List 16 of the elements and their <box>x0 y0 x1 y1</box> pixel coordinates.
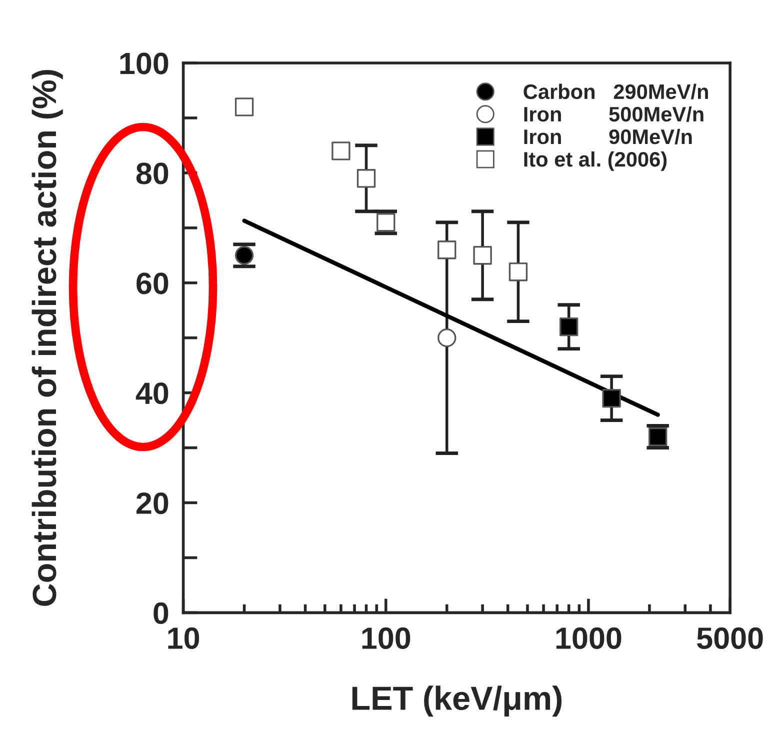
y-axis-title: Contribution of indirect action (%) <box>32 70 63 606</box>
y-tick-label: 20 <box>136 492 168 514</box>
legend-label: Ito et al. (2006) <box>524 151 667 171</box>
legend-label: Iron 500MeV/n <box>524 106 704 122</box>
x-tick-label: 100 <box>362 627 410 650</box>
legend-label: Iron 90MeV/n <box>524 128 692 144</box>
x-tick-label: 5000 <box>697 627 763 650</box>
y-tick-label: 80 <box>136 162 168 184</box>
y-tick-label: 40 <box>136 382 168 404</box>
x-tick-label: 1000 <box>556 627 622 650</box>
y-tick-label: 60 <box>136 272 168 294</box>
legend-label: Carbon 290MeV/n <box>524 84 708 100</box>
x-axis-title: LET (keV/μm) <box>352 686 562 717</box>
x-tick-label: 10 <box>168 627 200 650</box>
y-tick-label: 100 <box>120 52 168 74</box>
y-tick-label: 0 <box>154 602 168 624</box>
